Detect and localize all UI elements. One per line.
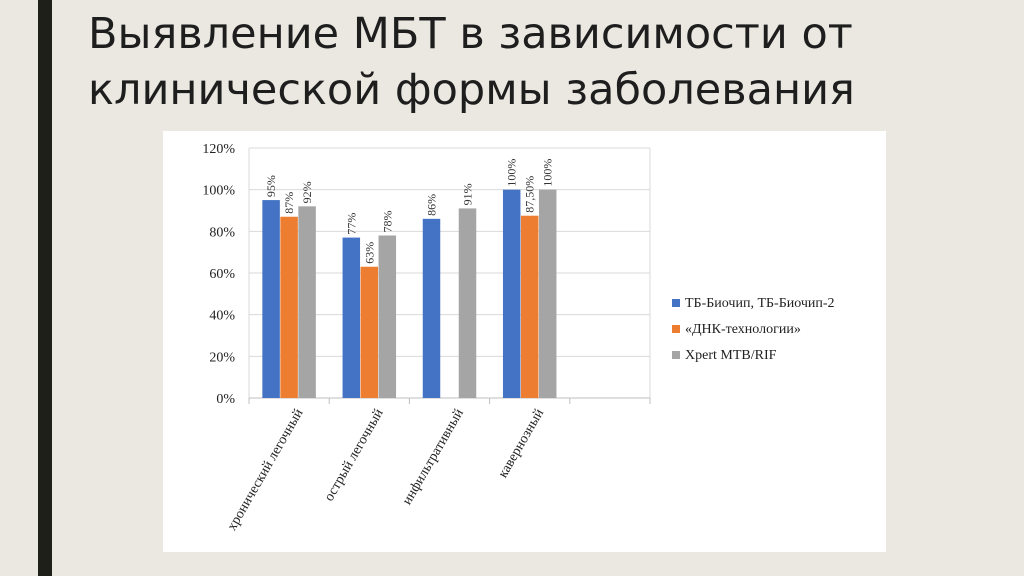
bar (502, 189, 521, 398)
legend-label: ТБ-Биочип, ТБ-Биочип-2 (685, 296, 835, 311)
x-category-label: острый легочный (322, 406, 387, 504)
bar (458, 208, 477, 398)
legend-swatch (672, 299, 680, 307)
slide-title-line2: клинической формы заболевания (88, 65, 855, 115)
y-tick-label: 40% (209, 309, 235, 324)
data-label: 87,50% (523, 176, 537, 213)
y-tick-label: 80% (209, 225, 235, 240)
bar-chart: 0% 20% 40% 60% 80% 100% 120% 95% 77% 86% 100% 87% 63… (202, 142, 835, 533)
accent-bar (38, 0, 52, 576)
x-category-label: хронический легочный (225, 406, 307, 533)
bar (378, 235, 397, 398)
legend-label: «ДНК-технологии» (685, 322, 801, 337)
bar (538, 189, 557, 398)
legend-swatch (672, 325, 680, 333)
bar (422, 218, 441, 398)
legend-swatch (672, 351, 680, 359)
x-category-label: кавернозный (496, 406, 548, 481)
bar (262, 200, 280, 398)
bar (520, 215, 539, 398)
data-label: 86% (425, 194, 439, 216)
data-label: 77% (344, 213, 358, 235)
data-label: 100% (505, 159, 519, 187)
bar (298, 206, 316, 398)
data-label: 87% (282, 192, 296, 214)
y-tick-label: 100% (202, 184, 235, 199)
slide-title-line1: Выявление МБТ в зависимости от (88, 9, 853, 59)
bar (342, 237, 361, 398)
data-label: 78% (380, 211, 394, 233)
y-tick-label: 0% (216, 392, 235, 407)
x-category-label: инфильтративный (400, 406, 467, 508)
y-tick-label: 20% (209, 350, 235, 365)
data-label: 91% (461, 183, 475, 205)
data-label: 63% (362, 242, 376, 264)
y-tick-label: 60% (209, 267, 235, 282)
data-label: 92% (300, 181, 314, 203)
bar (360, 266, 379, 398)
slide-title: Выявление МБТ в зависимости от клиническ… (88, 6, 988, 118)
chart-container: 0% 20% 40% 60% 80% 100% 120% 95% 77% 86% 100% 87% 63… (163, 131, 886, 552)
bar (280, 216, 298, 398)
data-label: 95% (264, 175, 278, 197)
y-tick-label: 120% (202, 142, 235, 157)
legend-label: Xpert MTB/RIF (685, 348, 777, 363)
data-label: 100% (541, 159, 555, 187)
